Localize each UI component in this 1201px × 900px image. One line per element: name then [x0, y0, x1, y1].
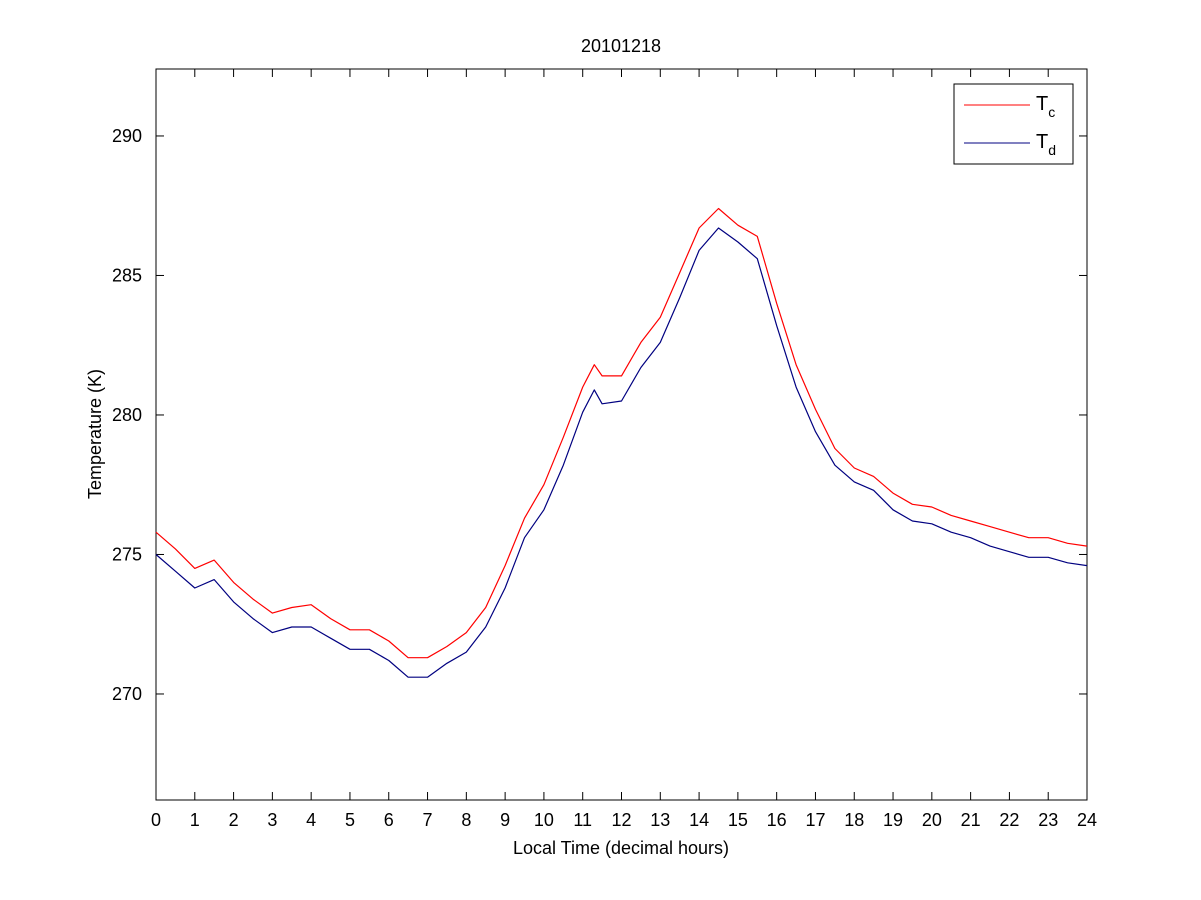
series-line-td: [155, 227, 1088, 678]
x-tick-label: 14: [689, 810, 709, 830]
x-tick-label: 13: [650, 810, 670, 830]
legend-label-td-sub: d: [1048, 142, 1056, 158]
x-tick-label: 12: [611, 810, 631, 830]
x-tick-label: 6: [384, 810, 394, 830]
y-tick-label: 270: [112, 684, 142, 704]
axis-tick-labels: 0 1 2 3 4 5 6 7 8 9 10 11 12 13 14 15 16 17 18 19 20 21 22 23 24…: [112, 126, 1097, 830]
x-tick-label: 11: [573, 810, 592, 830]
x-axis-title: Local Time (decimal hours): [513, 838, 729, 858]
x-tick-label: 15: [728, 810, 748, 830]
x-tick-label: 22: [999, 810, 1019, 830]
chart-title: 20101218: [581, 36, 661, 56]
legend-label-tc-sub: c: [1048, 104, 1055, 120]
legend: Tc Td: [953, 83, 1074, 165]
y-tick-label: 290: [112, 126, 142, 146]
x-tick-label: 8: [461, 810, 471, 830]
x-tick-label: 16: [767, 810, 787, 830]
x-tick-label: 5: [345, 810, 355, 830]
x-tick-label: 1: [190, 810, 200, 830]
x-tick-label: 10: [534, 810, 554, 830]
axis-ticks: [155, 69, 1088, 800]
x-tick-label: 2: [229, 810, 239, 830]
x-tick-label: 21: [961, 810, 981, 830]
x-tick-label: 19: [883, 810, 903, 830]
y-tick-label: 280: [112, 405, 142, 425]
y-tick-label: 275: [112, 544, 142, 564]
y-tick-label: 285: [112, 265, 142, 285]
x-tick-label: 4: [306, 810, 316, 830]
x-tick-label: 24: [1077, 810, 1097, 830]
x-tick-label: 3: [267, 810, 277, 830]
series-line-tc: [155, 207, 1088, 659]
legend-box: [953, 83, 1074, 165]
x-tick-label: 18: [844, 810, 864, 830]
x-tick-label: 23: [1038, 810, 1058, 830]
x-tick-label: 7: [423, 810, 433, 830]
legend-label-td-main: T: [1036, 131, 1048, 153]
x-tick-label: 9: [500, 810, 510, 830]
legend-label-tc: Tc: [1036, 93, 1055, 120]
x-tick-label: 20: [922, 810, 942, 830]
x-tick-label: 0: [151, 810, 161, 830]
legend-label-tc-main: T: [1036, 93, 1048, 115]
series-layer: [155, 207, 1088, 678]
plot-area: [155, 68, 1088, 801]
legend-label-td: Td: [1036, 131, 1056, 158]
y-axis-title: Temperature (K): [85, 369, 105, 499]
x-tick-label: 17: [805, 810, 825, 830]
